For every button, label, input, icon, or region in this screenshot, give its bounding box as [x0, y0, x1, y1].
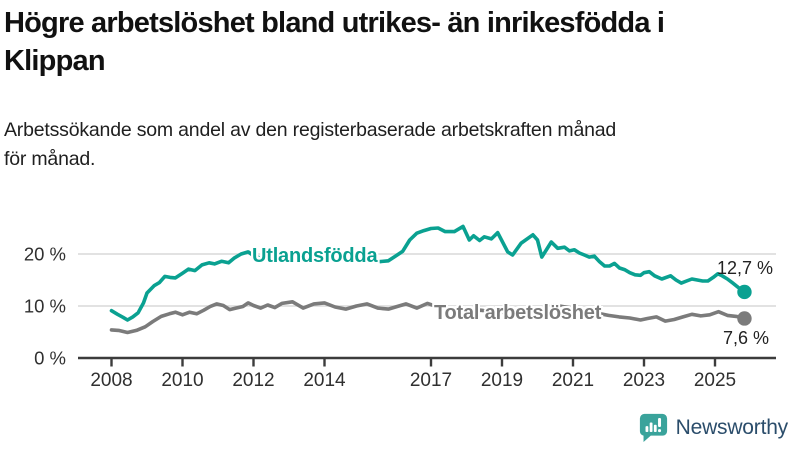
series-label-total-arbetsloshet: Total arbetslöshet — [434, 302, 602, 324]
y-axis-tick-label: 20 % — [24, 244, 66, 265]
y-axis-tick-label: 0 % — [34, 348, 66, 369]
x-axis-tick-label: 2023 — [623, 370, 665, 391]
x-axis-tick-label: 2012 — [232, 370, 274, 391]
series-line-utlandsfodda — [109, 224, 747, 322]
brand-name: Newsworthy — [675, 415, 789, 439]
series-end-dot — [737, 284, 752, 300]
x-axis-tick-label: 2014 — [303, 370, 346, 391]
x-axis-tick-label: 2008 — [90, 370, 132, 391]
bar-chart-speech-bubble-icon — [639, 413, 667, 442]
title-line-2: Klippan — [4, 45, 106, 77]
subtitle-line-1: Arbetssökande som andel av den registerb… — [4, 119, 617, 141]
x-axis-tick-label: 2021 — [552, 370, 594, 391]
y-axis-tick-label: 10 % — [24, 296, 66, 317]
series-end-dot — [737, 311, 752, 326]
series-label-utlandsfodda: Utlandsfödda — [252, 245, 378, 267]
end-value-total-arbetsloshet: 7,6 % — [722, 328, 769, 348]
title-line-1: Högre arbetslöshet bland utrikes- än inr… — [4, 7, 665, 39]
end-value-utlandsfodda: 12,7 % — [716, 258, 773, 278]
subtitle-line-2: för månad. — [4, 148, 96, 170]
x-axis-tick-label: 2010 — [161, 370, 203, 391]
page-title: Högre arbetslöshet bland utrikes- än inr… — [4, 4, 796, 80]
chart-subtitle: Arbetssökande som andel av den registerb… — [4, 116, 784, 174]
newsworthy-logo: Newsworthy — [639, 412, 788, 443]
x-axis-tick-label: 2017 — [410, 370, 452, 391]
x-axis-tick-label: 2025 — [694, 370, 736, 391]
series-line-total — [109, 300, 747, 335]
x-axis-tick-label: 2019 — [481, 370, 523, 391]
